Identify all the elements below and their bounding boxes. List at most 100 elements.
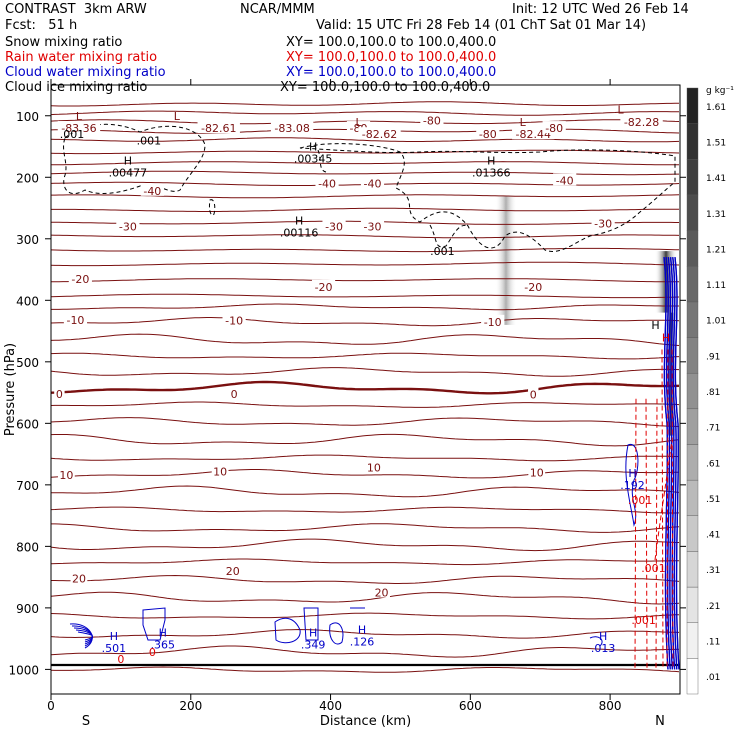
temperature-label: -40	[556, 174, 574, 187]
temperature-contour	[51, 194, 680, 199]
field-xy-cloud-water: XY= 100.0,100.0 to 100.0,400.0	[286, 65, 497, 80]
temperature-contour	[50, 333, 680, 346]
temperature-contour	[50, 261, 680, 267]
max-value-label: .001	[628, 494, 653, 507]
colorbar-cell	[686, 194, 699, 231]
temperature-contour	[50, 352, 680, 360]
colorbar-cell	[686, 586, 699, 623]
label-bg	[222, 313, 246, 326]
cloud-water-contour	[589, 636, 603, 647]
colorbar-cell	[686, 622, 699, 659]
rain-contour	[634, 398, 637, 670]
temperature-label: -30	[325, 220, 343, 233]
colorbar-label: 1.11	[706, 281, 726, 291]
label-bg	[211, 464, 229, 477]
temperature-contour	[50, 666, 680, 673]
max-h-label: H	[124, 154, 132, 167]
low-label: L	[520, 116, 527, 129]
temperature-contour	[50, 367, 680, 377]
temperature-label: 10	[213, 465, 227, 478]
rain-contours	[634, 349, 674, 670]
label-bg	[420, 113, 444, 126]
temperature-label: 0	[56, 388, 63, 401]
colorbar-label: .71	[706, 424, 720, 434]
label-bg	[360, 176, 385, 189]
endpoint-right-label: N	[655, 714, 665, 729]
max-h-label: H	[628, 467, 636, 480]
cloud-water-contour	[329, 622, 344, 645]
label-bg	[57, 468, 75, 481]
colorbar-label: .01	[706, 673, 720, 683]
temperature-contour	[50, 417, 680, 427]
colorbar-label: 1.31	[706, 210, 726, 220]
max-h-label: H	[309, 141, 317, 154]
snow-contours	[63, 123, 676, 252]
temperature-label: 0	[231, 388, 238, 401]
temperature-contours	[50, 101, 680, 673]
temperature-contour	[50, 293, 680, 299]
rain-contour	[666, 349, 669, 670]
cloud-water-contour	[303, 607, 319, 641]
cloud-water-contour	[663, 257, 669, 670]
y-tick-label: 100	[16, 110, 39, 124]
low-label: L	[355, 116, 362, 129]
header-title: CONTRAST 3km ARW	[5, 2, 147, 17]
y-tick-label: 700	[16, 479, 39, 493]
temperature-contour	[50, 278, 679, 283]
temperature-label: -40	[143, 185, 161, 198]
temperature-contour	[50, 538, 680, 552]
label-bg	[70, 571, 88, 584]
colorbar-label: .91	[706, 352, 720, 362]
temperature-label: -82.44	[515, 128, 550, 141]
x-tick-label: 600	[459, 699, 482, 713]
cloud-water-contour	[669, 257, 676, 670]
mixing-ratio-shading	[495, 195, 677, 436]
y-tick-label: 500	[16, 356, 39, 370]
temperature-contour	[50, 234, 680, 239]
label-bg	[528, 465, 546, 478]
max-value-label: .00477	[109, 166, 148, 179]
max-value-label: .001	[631, 614, 656, 627]
colorbar-unit: g kg⁻¹	[706, 86, 734, 96]
y-tick-label: 900	[16, 602, 39, 616]
field-xy-rain: XY= 100.0,100.0 to 100.0,400.0	[286, 50, 497, 65]
label-bg	[322, 219, 346, 232]
colorbar-label: 1.01	[706, 317, 726, 327]
max-h-label: H	[599, 630, 607, 643]
label-bg	[63, 312, 88, 325]
y-tick-label: 600	[16, 417, 39, 431]
y-axis-label: Pressure (hPa)	[3, 343, 18, 436]
temperature-contour	[50, 401, 680, 408]
label-bg	[315, 176, 339, 189]
snow-contour	[429, 224, 469, 248]
temperature-label: 10	[59, 469, 73, 482]
label-bg	[620, 114, 663, 127]
cloud-water-contour	[274, 617, 301, 644]
temperature-label: -10	[66, 314, 84, 327]
y-tick-label: 1000	[8, 663, 39, 677]
label-bg	[140, 183, 164, 196]
label-bg	[365, 460, 383, 473]
cloud-water-contour	[625, 444, 639, 527]
temperature-label: 10	[530, 467, 544, 480]
label-bg	[591, 216, 615, 229]
max-h-label: H	[487, 154, 495, 167]
temperature-contour	[50, 317, 680, 327]
temperature-label: -82.28	[624, 116, 659, 129]
temperature-label: 10	[367, 462, 381, 475]
max-value-label: .192	[620, 479, 645, 492]
colorbar-cell	[686, 515, 699, 552]
x-tick-label: 800	[599, 699, 622, 713]
temperature-label: -10	[225, 315, 243, 328]
colorbar-label: 1.21	[706, 245, 726, 255]
field-name-rain: Rain water mixing ratio	[5, 50, 158, 65]
max-value-label: .126	[350, 636, 375, 649]
low-label: L	[76, 110, 83, 123]
colorbar-cell	[686, 159, 699, 196]
max-value-label: .501	[102, 642, 127, 655]
endpoint-left-label: S	[82, 714, 90, 729]
cloud-water-contour	[69, 623, 93, 649]
colorbar-label: 1.51	[706, 138, 726, 148]
cloud-water-contour	[77, 631, 94, 641]
